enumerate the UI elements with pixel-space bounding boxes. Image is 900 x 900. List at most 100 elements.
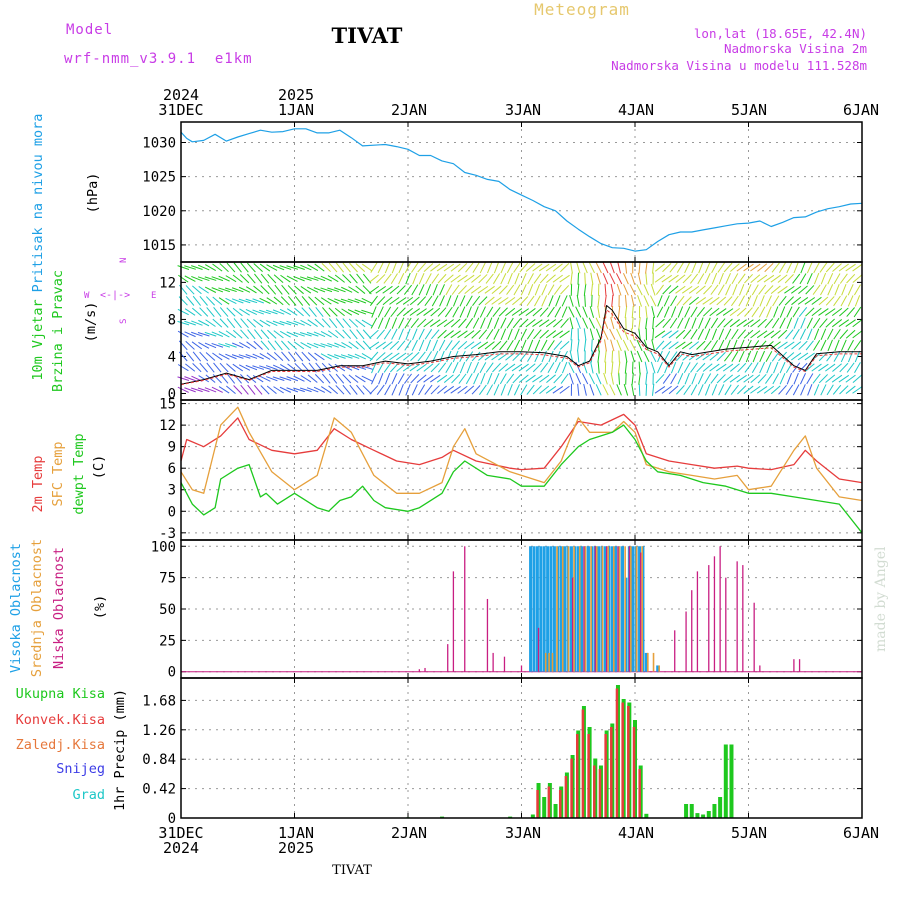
- wind-arrow: [204, 342, 217, 349]
- wind-arrow: [307, 352, 318, 361]
- wind-arrow: [589, 383, 595, 396]
- wind-arrow: [743, 329, 754, 339]
- wind-arrow: [382, 296, 393, 306]
- wind-arrow: [668, 330, 679, 339]
- wind-arrow: [548, 350, 554, 363]
- wind-arrow: [335, 385, 345, 395]
- wind-arrow: [820, 284, 827, 296]
- wind-arrow: [811, 296, 822, 305]
- wind-arrow: [486, 384, 494, 396]
- wind-arrow: [756, 386, 768, 394]
- wind-arrow: [716, 296, 727, 306]
- wind-arrow: [376, 296, 386, 306]
- wind-arrow: [431, 295, 439, 307]
- wind-arrow: [698, 317, 704, 329]
- wind-arrow: [424, 295, 433, 307]
- wind-arrow: [307, 374, 318, 383]
- wind-arrow: [473, 361, 480, 374]
- wind-arrow: [570, 339, 573, 352]
- wind-arrow: [623, 284, 629, 296]
- wind-arrow: [668, 285, 679, 295]
- wind-arrow: [582, 306, 588, 318]
- wind-arrow: [308, 296, 318, 306]
- wind-arrow: [532, 319, 543, 327]
- wind-arrow: [205, 264, 216, 271]
- wind-arrow: [538, 263, 550, 272]
- wind-arrow: [204, 286, 217, 293]
- wind-arrow: [695, 352, 707, 361]
- wind-arrow: [800, 261, 806, 274]
- wind-arrow: [561, 295, 568, 307]
- wind-arrow: [637, 295, 642, 307]
- wind-arrow: [532, 307, 543, 317]
- wind-arrow: [852, 385, 863, 394]
- wind-arrow: [655, 340, 665, 351]
- wind-arrow: [650, 350, 657, 363]
- precip-bar: [718, 797, 723, 818]
- wind-arrow: [527, 339, 534, 352]
- wind-arrow: [206, 362, 215, 373]
- wind-arrow: [711, 262, 718, 274]
- wind-arrow: [583, 339, 587, 352]
- wind-arrow: [355, 319, 366, 328]
- wind-arrow: [300, 264, 312, 271]
- wind-arrow: [396, 307, 406, 317]
- wind-arrow: [831, 319, 843, 328]
- wind-arrow: [526, 295, 535, 307]
- wind-arrow: [840, 339, 847, 352]
- wind-arrow: [806, 273, 813, 285]
- wind-arrow: [479, 306, 486, 318]
- wind-arrow: [245, 309, 258, 316]
- wind-arrow: [473, 306, 479, 318]
- wind-arrow: [259, 263, 271, 272]
- wind-arrow: [582, 261, 588, 274]
- wind-arrow: [300, 342, 312, 349]
- wind-arrow: [371, 361, 377, 374]
- wind-arrow: [722, 308, 734, 316]
- wind-arrow: [584, 294, 586, 307]
- wind-arrow: [185, 340, 195, 350]
- wind-arrow: [764, 262, 774, 273]
- wind-arrow: [791, 285, 802, 294]
- wind-arrow: [272, 309, 285, 315]
- cloud-unit: (%): [92, 595, 108, 619]
- wind-arrow: [771, 351, 780, 362]
- wind-arrow: [520, 272, 527, 285]
- wind-arrow: [744, 362, 753, 373]
- wind-arrow: [690, 362, 698, 373]
- precip-bar: [593, 765, 596, 818]
- wind-arrow: [369, 385, 379, 395]
- wind-arrow: [390, 273, 398, 285]
- mid-cloud-label: Srednja Oblacnost: [29, 539, 45, 677]
- wind-arrow: [773, 306, 779, 318]
- wind-arrow: [518, 374, 529, 383]
- wind-arrow: [704, 328, 711, 340]
- wind-arrow: [703, 285, 713, 295]
- wind-arrow: [246, 318, 257, 328]
- wind-arrow: [662, 262, 672, 273]
- wind-arrow: [355, 263, 366, 272]
- wind-arrow: [396, 340, 406, 351]
- wind-arrow: [389, 352, 400, 361]
- wind-arrow: [272, 320, 285, 326]
- wind-arrow: [588, 373, 595, 385]
- time-tick-label: 4JAN: [618, 824, 654, 842]
- time-tick-label: 2JAN: [391, 101, 427, 119]
- wind-arrow: [797, 352, 809, 361]
- wind-arrow: [478, 329, 488, 340]
- wind-arrow: [738, 350, 745, 363]
- wind-arrow: [729, 319, 740, 328]
- wind-arrow: [450, 318, 461, 328]
- wind-arrow: [232, 342, 244, 349]
- wind-arrow: [335, 373, 345, 384]
- wind-arrow: [684, 261, 691, 274]
- wind-arrow: [416, 374, 427, 383]
- wind-arrow: [405, 272, 411, 285]
- wind-arrow: [806, 373, 814, 385]
- wind-arrow: [287, 285, 297, 295]
- wind-arrow: [675, 341, 686, 350]
- wind-arrow: [745, 295, 752, 307]
- wind-arrow: [459, 361, 466, 374]
- wind-arrow: [280, 296, 290, 306]
